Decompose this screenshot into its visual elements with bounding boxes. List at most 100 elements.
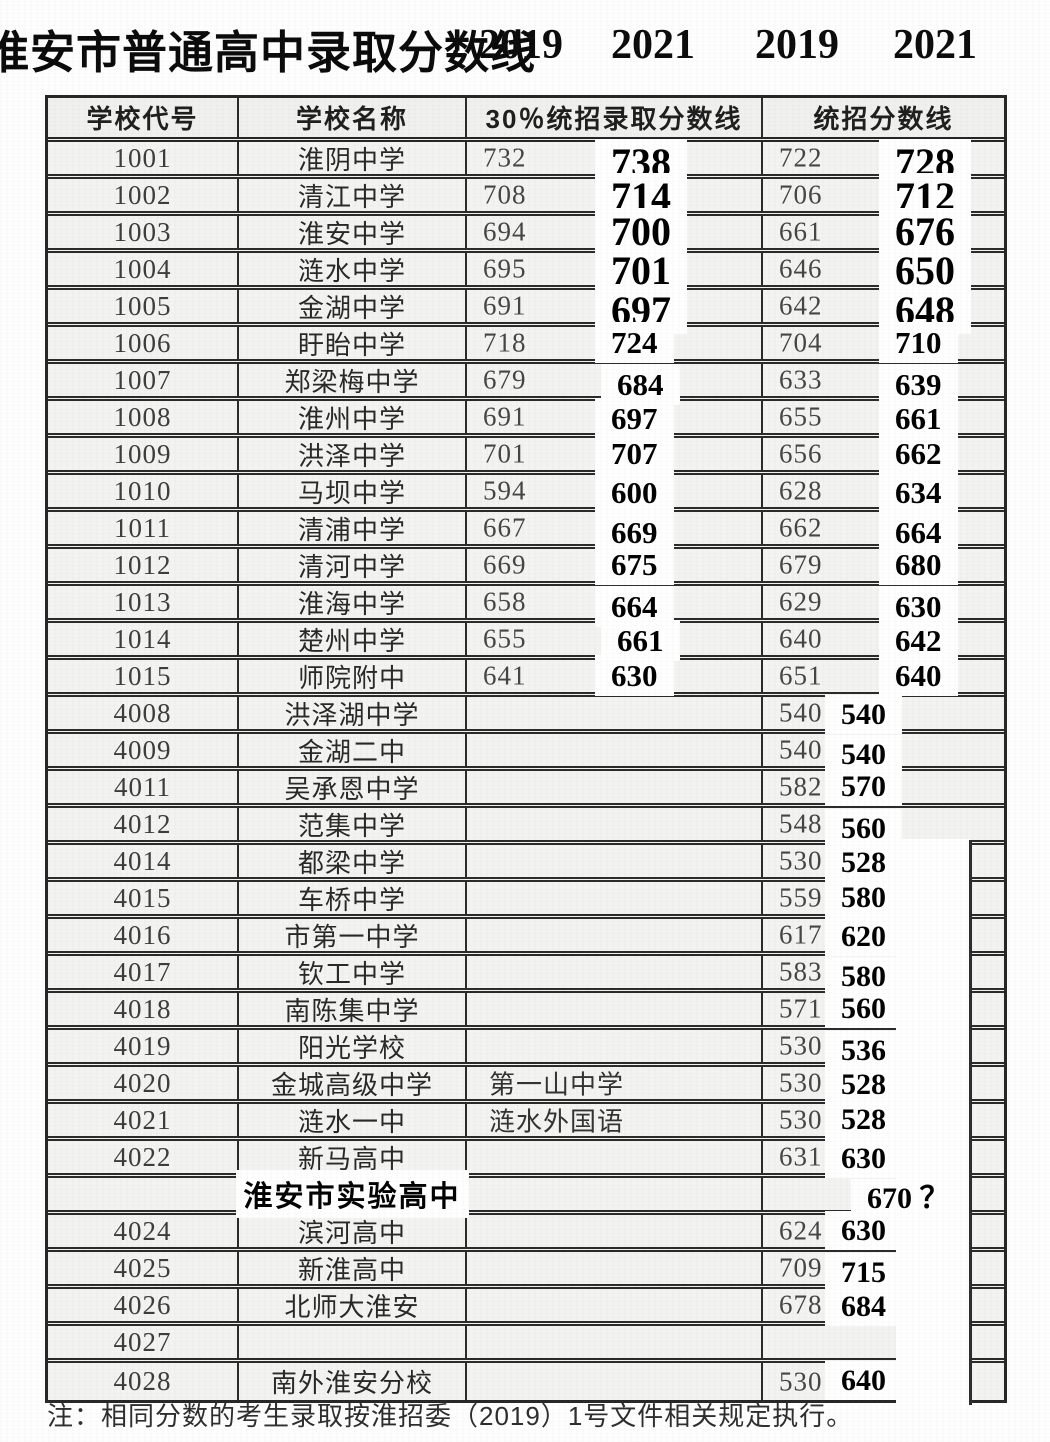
unified-score-cell bbox=[763, 1320, 1004, 1364]
school-name-cell: 钦工中学 bbox=[239, 956, 467, 989]
unified-score-cell: 548 560 bbox=[763, 808, 1004, 848]
unified-2021-value: 620 bbox=[825, 917, 902, 956]
school-code: 1009 bbox=[113, 438, 172, 469]
school-code-cell: 1010 bbox=[48, 475, 239, 507]
unified-2019-value: 706 bbox=[779, 179, 823, 210]
p30-2019-value: 695 bbox=[483, 253, 527, 284]
p30-score-cell bbox=[467, 1141, 763, 1173]
school-code-cell: 1004 bbox=[48, 253, 239, 285]
unified-2021-value: 570 bbox=[825, 767, 902, 806]
school-code: 1005 bbox=[113, 290, 172, 321]
unified-score-cell: 722 728 bbox=[763, 139, 1004, 186]
unified-score-cell: 656 662 bbox=[763, 433, 1004, 474]
p30-score-cell: 718 724 bbox=[467, 322, 763, 363]
unified-2021-value: 684 bbox=[825, 1287, 902, 1326]
unified-2021-value: 680 bbox=[879, 544, 958, 585]
school-name: 淮海中学 bbox=[297, 588, 406, 619]
school-name: 车桥中学 bbox=[297, 884, 406, 915]
school-name: 市第一中学 bbox=[284, 921, 420, 952]
p30-2019-value: 732 bbox=[483, 142, 527, 173]
school-code-cell: 1008 bbox=[48, 401, 239, 433]
school-code: 1011 bbox=[114, 512, 171, 543]
school-code: 1004 bbox=[113, 253, 172, 284]
table-row: 4021 涟水一中 涟水外国语 530 528 bbox=[48, 1098, 1004, 1142]
unified-score-cell: 662 664 bbox=[763, 512, 1004, 553]
p30-2019-value: 701 bbox=[483, 438, 527, 469]
school-code: 4017 bbox=[113, 956, 172, 987]
unified-score-cell: 704 710 bbox=[763, 322, 1004, 363]
unified-2019-value: 631 bbox=[779, 1141, 823, 1172]
school-name: 淮阴中学 bbox=[297, 144, 406, 175]
page-title: 淮安市普通高中录取分数线 bbox=[0, 28, 537, 78]
school-code: 1015 bbox=[113, 660, 172, 691]
unified-score-cell: 559 580 bbox=[763, 876, 1004, 920]
school-code: 1007 bbox=[113, 364, 172, 395]
table-row: 4009 金湖二中 540 540 bbox=[48, 734, 1004, 774]
school-code: 4014 bbox=[113, 845, 172, 876]
table-row: 4018 南陈集中学 571 560 bbox=[48, 987, 1004, 1031]
school-code: 1014 bbox=[113, 623, 172, 654]
school-name-cell: 涟水中学 bbox=[239, 253, 467, 286]
school-name: 北师大淮安 bbox=[284, 1291, 420, 1322]
unified-2019-value: 662 bbox=[779, 512, 823, 543]
unified-score-cell: 540 540 bbox=[763, 734, 1004, 774]
table-row: 1010 马坝中学 594 600 628 634 bbox=[48, 472, 1004, 513]
school-code: 4024 bbox=[113, 1215, 172, 1246]
school-code-cell: 4022 bbox=[48, 1141, 239, 1173]
p30-score-cell bbox=[467, 1215, 763, 1247]
table-row: 4027 bbox=[48, 1320, 1004, 1364]
school-name: 滨河高中 bbox=[297, 1217, 406, 1248]
school-name: 清河中学 bbox=[297, 551, 406, 582]
p30-2021-value: 701 bbox=[595, 247, 687, 294]
score-table: 学校代号 学校名称 30％统招录取分数线 统招分数线 1001 淮阴中学 732… bbox=[45, 95, 1007, 1406]
school-name-cell: 南外淮安分校 bbox=[239, 1363, 467, 1400]
unified-score-cell: 629 630 bbox=[763, 586, 1004, 627]
unified-2019-value: 722 bbox=[779, 142, 823, 173]
school-name: 阳光学校 bbox=[297, 1032, 406, 1063]
p30-score-cell bbox=[467, 734, 763, 766]
p30-2019-value: 594 bbox=[483, 475, 527, 506]
p30-2021-value: 675 bbox=[595, 544, 674, 585]
school-code: 1010 bbox=[113, 475, 172, 506]
unified-2019-value: 628 bbox=[779, 475, 823, 506]
school-name-cell: 淮安市实验高中 bbox=[235, 1170, 469, 1218]
unified-2019-value: 624 bbox=[779, 1215, 823, 1246]
table-body: 1001 淮阴中学 732 738 722 728 1002 清江中学 708 … bbox=[48, 139, 1004, 1406]
table-row: 4024 滨河高中 624 630 bbox=[48, 1209, 1004, 1253]
school-code: 1003 bbox=[113, 216, 172, 247]
school-name-cell: 清浦中学 bbox=[239, 512, 467, 545]
table-row: 1001 淮阴中学 732 738 722 728 bbox=[48, 139, 1004, 186]
unified-score-cell: 661 676 bbox=[763, 208, 1004, 255]
school-name-cell: 马坝中学 bbox=[239, 475, 467, 508]
year-label-1: 2019 bbox=[479, 22, 563, 68]
school-code-cell: 1007 bbox=[48, 364, 239, 396]
header-cell-p30: 30％统招录取分数线 bbox=[467, 98, 763, 137]
school-name-cell: 新淮高中 bbox=[239, 1252, 467, 1285]
school-code-cell: 1012 bbox=[48, 549, 239, 581]
unified-score-cell: 642 648 bbox=[763, 287, 1004, 334]
p30-2019-value: 718 bbox=[483, 327, 527, 358]
unified-score-cell: 624 630 bbox=[763, 1209, 1004, 1253]
unified-2021-value: 640 bbox=[825, 1361, 902, 1400]
unified-score-cell: 617 620 bbox=[763, 913, 1004, 957]
p30-score-cell: 641 630 bbox=[467, 655, 763, 696]
school-code-cell: 4017 bbox=[48, 956, 239, 988]
school-name-cell: 淮州中学 bbox=[239, 401, 467, 434]
school-name: 郑梁梅中学 bbox=[284, 366, 420, 397]
unified-score-cell: 530 528 bbox=[763, 1061, 1004, 1105]
p30-2019-value: 658 bbox=[483, 586, 527, 617]
unified-2021-value: 528 bbox=[825, 843, 902, 882]
table-row: 4025 新淮高中 709 715 bbox=[48, 1246, 1004, 1292]
unified-score-cell: 631 630 bbox=[763, 1135, 1004, 1179]
unified-2021-value: 664 bbox=[879, 512, 958, 553]
p30-2019-value: 655 bbox=[483, 623, 527, 654]
unified-2019-value: 548 bbox=[779, 808, 823, 839]
unified-2019-value: 530 bbox=[779, 845, 823, 876]
table-row: 4015 车桥中学 559 580 bbox=[48, 876, 1004, 920]
unified-2021-value: 642 bbox=[879, 620, 958, 661]
table-row: 4008 洪泽湖中学 540 540 bbox=[48, 695, 1004, 734]
unified-2019-value: 617 bbox=[779, 919, 823, 950]
p30-score-cell bbox=[467, 956, 763, 988]
school-name-cell: 新马高中 bbox=[239, 1141, 467, 1174]
p30-2021-value: 630 bbox=[595, 655, 674, 696]
